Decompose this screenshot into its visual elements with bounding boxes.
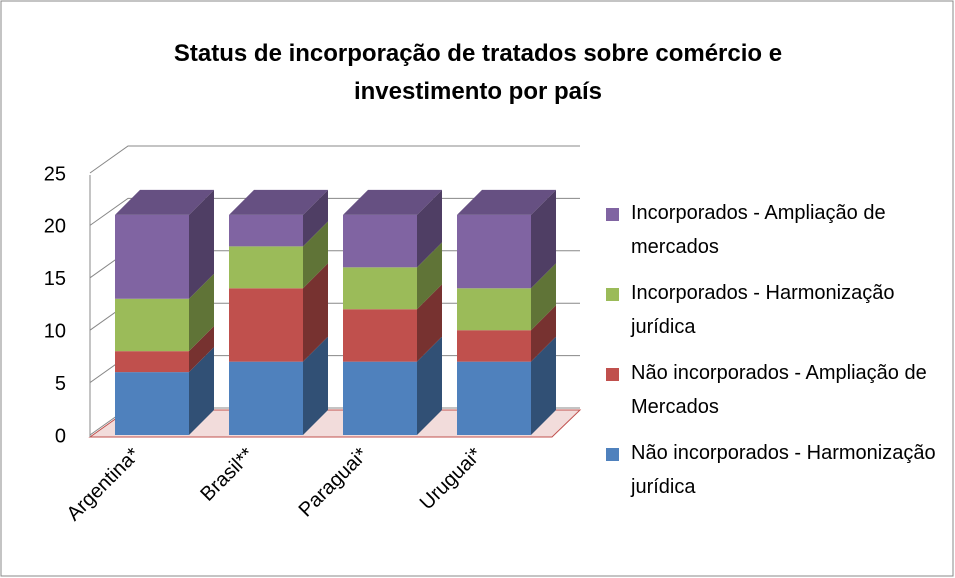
x-tick-label: Brasil** [196, 444, 258, 506]
bar [115, 298, 189, 352]
bar-side [303, 263, 328, 362]
legend-item: Não incorporados - Ampliação de Mercados [606, 356, 936, 436]
bar-top [229, 189, 328, 215]
bar-side [189, 347, 214, 435]
bar-top [115, 189, 214, 215]
x-tick-label: Paraguai* [295, 444, 373, 522]
bar [115, 372, 189, 435]
bar-side [303, 221, 328, 289]
grid-line [89, 145, 580, 174]
bar-side [531, 305, 556, 362]
bar [457, 361, 531, 435]
bar [343, 309, 417, 362]
legend-label: Não incorporados - Harmonização jurídica [631, 442, 936, 498]
bar-side [303, 336, 328, 435]
bar-side [531, 336, 556, 435]
bar [229, 361, 303, 435]
legend-swatch [606, 368, 619, 381]
y-tick-label: 5 [55, 373, 66, 395]
bar-top [343, 189, 442, 215]
bar-side [417, 336, 442, 435]
y-tick-label: 10 [44, 320, 66, 342]
y-tick-label: 15 [44, 268, 66, 290]
bar-side [189, 326, 214, 373]
bar [229, 288, 303, 362]
bar [343, 267, 417, 310]
chart-title: Status de incorporação de tratados sobre… [173, 40, 783, 105]
legend-swatch [606, 288, 619, 301]
x-tick-label: Argentina* [63, 444, 145, 526]
x-tick-label: Uruguai* [416, 444, 487, 515]
bar-top [457, 189, 556, 215]
bar-side [417, 242, 442, 310]
bar-side [417, 284, 442, 362]
bar [343, 214, 417, 268]
y-tick-label: 20 [44, 216, 66, 238]
bar [457, 330, 531, 362]
bar [229, 246, 303, 289]
bar [457, 288, 531, 331]
legend-item: Incorporados - Harmonização jurídica [606, 276, 936, 356]
legend-label: Incorporados - Ampliação de mercados [631, 202, 886, 258]
bar [115, 214, 189, 299]
legend-swatch [606, 208, 619, 221]
bar-side [531, 263, 556, 331]
legend-swatch [606, 448, 619, 461]
bar [343, 361, 417, 435]
y-tick-label: 0 [55, 425, 66, 447]
legend-label: Incorporados - Harmonização jurídica [631, 282, 895, 338]
bar [115, 351, 189, 373]
bar-side [189, 189, 214, 299]
legend-label: Não incorporados - Ampliação de Mercados [631, 362, 927, 418]
legend-item: Incorporados - Ampliação de mercados [606, 196, 936, 276]
bar-side [189, 273, 214, 352]
legend: Incorporados - Ampliação de mercados Inco… [606, 196, 936, 516]
bar [457, 214, 531, 289]
bar-side [417, 189, 442, 268]
bar-side [303, 189, 328, 247]
legend-item: Não incorporados - Harmonização jurídica [606, 436, 936, 516]
bar-side [531, 189, 556, 289]
bar [229, 214, 303, 247]
y-tick-label: 25 [44, 163, 66, 185]
